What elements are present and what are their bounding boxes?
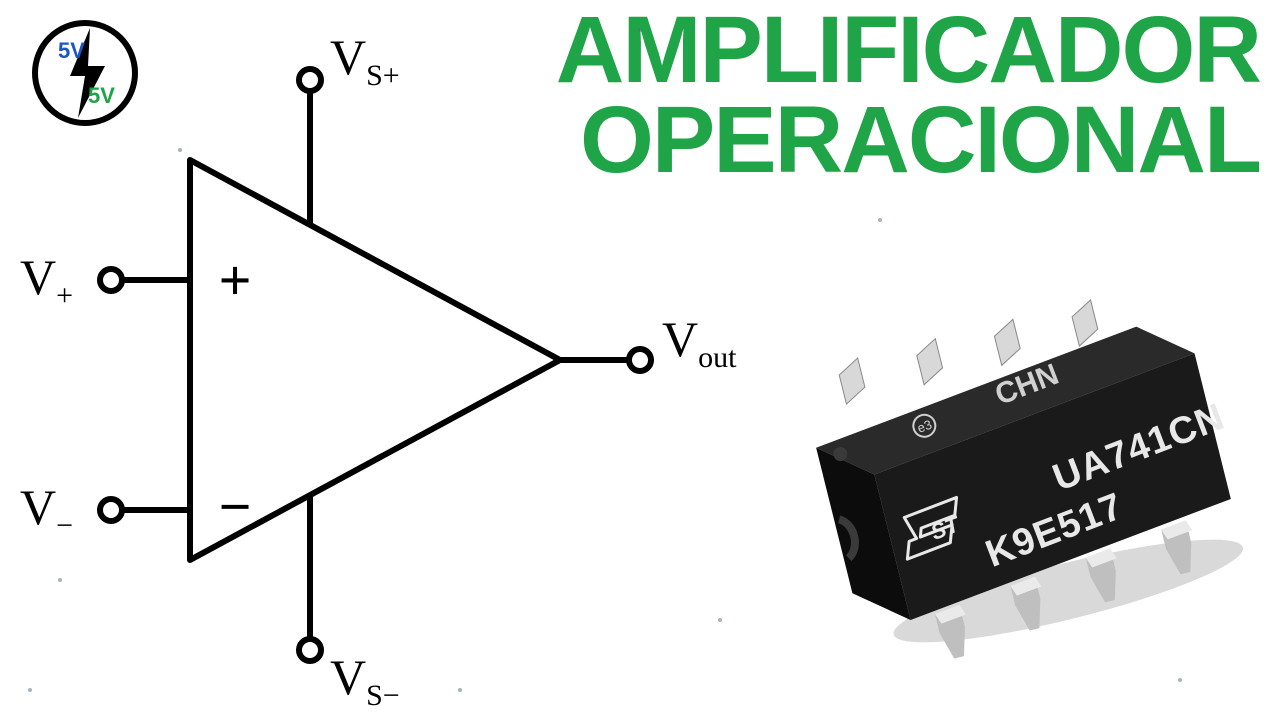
- terminal-vs-minus: [299, 639, 321, 661]
- terminal-v-minus: [100, 499, 122, 521]
- terminal-v-plus: [100, 269, 122, 291]
- opamp-schematic: + − V+ V− VS+ VS− Vout: [0, 10, 760, 710]
- label-v-minus: V−: [20, 478, 73, 543]
- opamp-minus-sign: −: [218, 474, 251, 539]
- label-vs-minus: VS−: [330, 648, 400, 713]
- terminal-vs-plus: [299, 69, 321, 91]
- label-vout: Vout: [662, 310, 736, 375]
- label-vs-plus: VS+: [330, 28, 400, 93]
- label-v-plus: V+: [20, 248, 73, 313]
- opamp-plus-sign: +: [218, 248, 251, 313]
- ic-chip: e3 CHN ST UA741CN K9E517: [780, 260, 1250, 680]
- terminal-vout: [629, 349, 651, 371]
